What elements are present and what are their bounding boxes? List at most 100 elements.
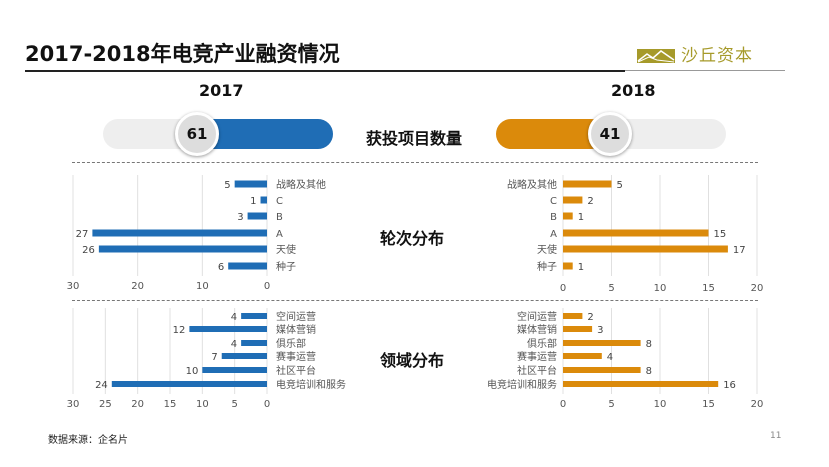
category-label: A: [276, 229, 283, 240]
tick-label: 5: [608, 283, 614, 294]
category-label: 种子: [537, 260, 557, 273]
category-label: 媒体营销: [276, 323, 316, 336]
bar: [563, 212, 573, 220]
bar: [202, 367, 267, 373]
category-label: 战略及其他: [276, 178, 326, 191]
tick-label: 5: [608, 399, 614, 410]
data-label: 5: [617, 180, 623, 191]
funded-projects-label: 获投项目数量: [366, 129, 463, 148]
category-label: 天使: [276, 243, 296, 256]
bar: [241, 313, 267, 319]
data-label: 3: [597, 325, 603, 336]
category-label: 电竞培训和服务: [276, 378, 346, 391]
category-label: 空间运营: [276, 310, 316, 323]
category-label: 电竞培训和服务: [487, 378, 557, 391]
title-divider: [25, 70, 625, 72]
bar: [92, 229, 268, 237]
tick-label: 20: [751, 399, 764, 410]
page-number: 11: [770, 431, 782, 441]
progress-fill-2018: [496, 119, 607, 149]
data-label: 3: [237, 212, 243, 223]
logo: 沙丘资本: [637, 41, 753, 66]
data-label: 1: [250, 196, 256, 207]
count-badge-2017: 61: [175, 112, 219, 156]
category-label: B: [276, 212, 283, 223]
tick-label: 10: [196, 281, 209, 292]
tick-label: 20: [131, 281, 144, 292]
tick-label: 0: [264, 399, 270, 410]
bar: [563, 180, 612, 188]
tick-label: 15: [702, 399, 715, 410]
year-2017-label: 2017: [199, 81, 244, 100]
tick-label: 0: [264, 281, 270, 292]
bar: [563, 262, 573, 270]
data-label: 4: [607, 352, 613, 363]
fields-section-label: 领域分布: [380, 351, 445, 370]
data-label: 27: [76, 229, 89, 240]
bar: [111, 381, 267, 387]
logo-divider: [625, 70, 785, 71]
tick-label: 5: [231, 399, 237, 410]
category-label: 种子: [276, 260, 296, 273]
bar: [247, 212, 267, 220]
bar: [563, 326, 593, 332]
data-label: 8: [646, 339, 652, 350]
data-source: 数据来源：企名片: [48, 435, 128, 446]
tick-label: 30: [67, 281, 80, 292]
bar: [563, 340, 641, 346]
data-label: 6: [218, 262, 224, 273]
category-label: 社区平台: [517, 364, 557, 377]
data-label: 4: [231, 312, 237, 323]
category-label: 俱乐部: [276, 337, 306, 350]
data-label: 2: [587, 196, 593, 207]
tick-label: 10: [654, 283, 667, 294]
data-label: 1: [578, 262, 584, 273]
count-badge-2018: 41: [588, 112, 632, 156]
data-label: 16: [723, 380, 736, 391]
section-divider: [72, 300, 758, 301]
data-label: 24: [95, 380, 108, 391]
tick-label: 20: [751, 283, 764, 294]
data-label: 4: [231, 339, 237, 350]
bar: [563, 381, 719, 387]
tick-label: 25: [99, 399, 112, 410]
bar: [563, 313, 583, 319]
bar: [234, 180, 267, 188]
category-label: C: [276, 196, 283, 207]
category-label: 赛事运营: [276, 350, 316, 363]
data-label: 1: [578, 212, 584, 223]
data-label: 15: [714, 229, 727, 240]
bar: [563, 353, 602, 359]
category-label: 空间运营: [517, 310, 557, 323]
tick-label: 15: [702, 283, 715, 294]
tick-label: 0: [560, 283, 566, 294]
data-label: 5: [224, 180, 230, 191]
tick-label: 20: [131, 399, 144, 410]
category-label: 天使: [537, 243, 557, 256]
bar: [228, 262, 267, 270]
page-title: 2017-2018年电竞产业融资情况: [25, 42, 340, 66]
section-divider: [72, 162, 758, 163]
data-label: 7: [211, 352, 217, 363]
tick-label: 30: [67, 399, 80, 410]
mountain-logo-icon: [637, 48, 675, 63]
data-label: 12: [173, 325, 186, 336]
bar: [563, 245, 728, 253]
year-2018-label: 2018: [611, 81, 656, 100]
bar: [221, 353, 267, 359]
category-label: C: [550, 196, 557, 207]
category-label: B: [550, 212, 557, 223]
data-label: 26: [82, 245, 95, 256]
bar: [98, 245, 267, 253]
bar: [260, 196, 267, 204]
category-label: A: [550, 229, 557, 240]
bar: [189, 326, 267, 332]
tick-label: 10: [654, 399, 667, 410]
bar: [563, 229, 709, 237]
bar: [241, 340, 267, 346]
data-label: 2: [587, 312, 593, 323]
category-label: 俱乐部: [527, 337, 557, 350]
tick-label: 10: [196, 399, 209, 410]
